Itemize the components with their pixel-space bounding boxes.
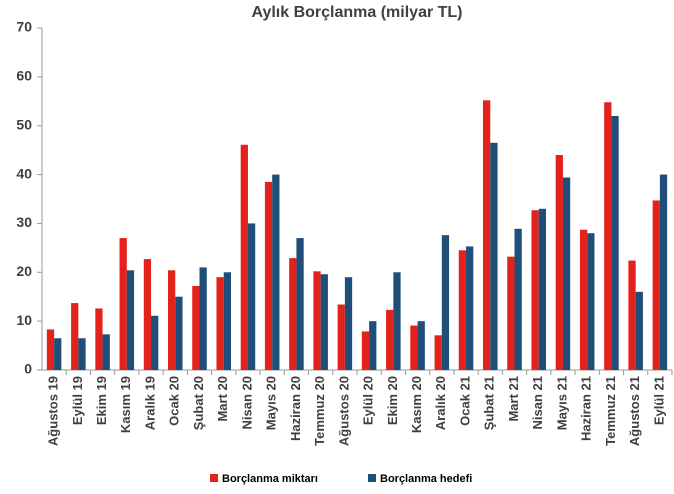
bar [320,274,328,370]
bar [587,233,595,370]
x-tick-label: Kasım 19 [118,376,133,433]
y-tick-label: 20 [16,263,32,279]
bar [296,238,304,370]
bar [579,229,588,370]
bar [247,223,256,370]
bar [628,260,636,370]
x-tick-label: Ocak 21 [457,376,472,426]
x-tick-label: Ekim 19 [94,376,109,425]
x-tick-label: Mart 20 [215,376,230,422]
bar [313,271,321,370]
x-tick-label: Ocak 20 [167,376,182,426]
bar [652,200,660,370]
x-tick-label: Nisan 20 [239,376,254,429]
bar [289,258,297,370]
x-tick-label: Aralık 20 [433,376,448,430]
bar [441,235,450,370]
bar [175,296,183,370]
x-tick-label: Eylül 21 [651,376,666,425]
bar [393,272,401,370]
bar [386,309,394,370]
x-tick-label: Temmuz 21 [603,376,618,446]
y-tick-label: 30 [16,214,32,230]
x-tick-label: Ekim 20 [385,376,400,425]
bar [434,335,442,370]
y-tick-label: 50 [16,116,32,132]
bar [119,238,127,370]
x-tick-label: Mayıs 21 [554,376,569,430]
bar [78,338,86,370]
bar [95,308,103,370]
y-tick-label: 0 [24,361,32,377]
y-tick-label: 60 [16,68,32,84]
bar [46,329,55,370]
bar [604,102,612,371]
x-tick-label: Eylül 19 [70,376,85,425]
bar [635,291,643,370]
bar [417,321,425,370]
x-tick-label: Mayıs 20 [264,376,279,430]
bar [102,334,110,370]
bar [199,267,207,370]
bar [240,144,248,370]
bar [192,285,200,370]
x-tick-label: Haziran 21 [579,376,594,441]
x-tick-label: Şubat 21 [482,376,497,430]
bar [337,304,345,370]
bar [344,277,353,370]
legend-label: Borçlanma hedefi [380,473,472,485]
legend-swatch [210,474,218,482]
bar [562,177,571,370]
bar [483,100,491,371]
x-tick-label: Temmuz 20 [312,376,327,446]
bar [507,256,515,370]
x-tick-label: Haziran 20 [288,376,303,441]
x-tick-label: Eylül 20 [361,376,376,425]
bar [361,331,370,370]
x-tick-label: Kasım 20 [409,376,424,433]
chart-title: Aylık Borçlanma (milyar TL) [251,4,462,21]
y-tick-label: 10 [16,312,32,328]
x-tick-label: Ağustos 20 [336,376,351,446]
y-tick-label: 40 [16,165,32,181]
bar [126,270,135,370]
bar [54,338,62,370]
bar [410,325,418,370]
bar [531,210,539,370]
bar [458,250,467,370]
bar [264,181,273,370]
x-tick-label: Ağustos 19 [46,376,61,446]
x-tick-label: Şubat 20 [191,376,206,430]
bar [216,277,224,370]
bar [611,115,619,370]
bar [168,270,176,370]
x-tick-label: Mart 21 [506,376,521,422]
legend-swatch [368,474,376,482]
bar [71,303,79,370]
bar [223,272,231,370]
x-tick-label: Aralık 19 [142,376,157,430]
bar [538,208,546,370]
bar [466,246,474,370]
bar [555,155,563,370]
bar [369,321,377,370]
x-tick-label: Ağustos 21 [627,376,642,446]
bar [514,228,522,370]
bar [659,174,668,370]
legend-label: Borçlanma miktarı [222,473,318,485]
bar [490,142,498,370]
y-tick-label: 70 [16,19,32,35]
x-tick-label: Nisan 21 [530,376,545,429]
bar [143,259,152,370]
bar [151,315,159,370]
bar [272,174,280,370]
